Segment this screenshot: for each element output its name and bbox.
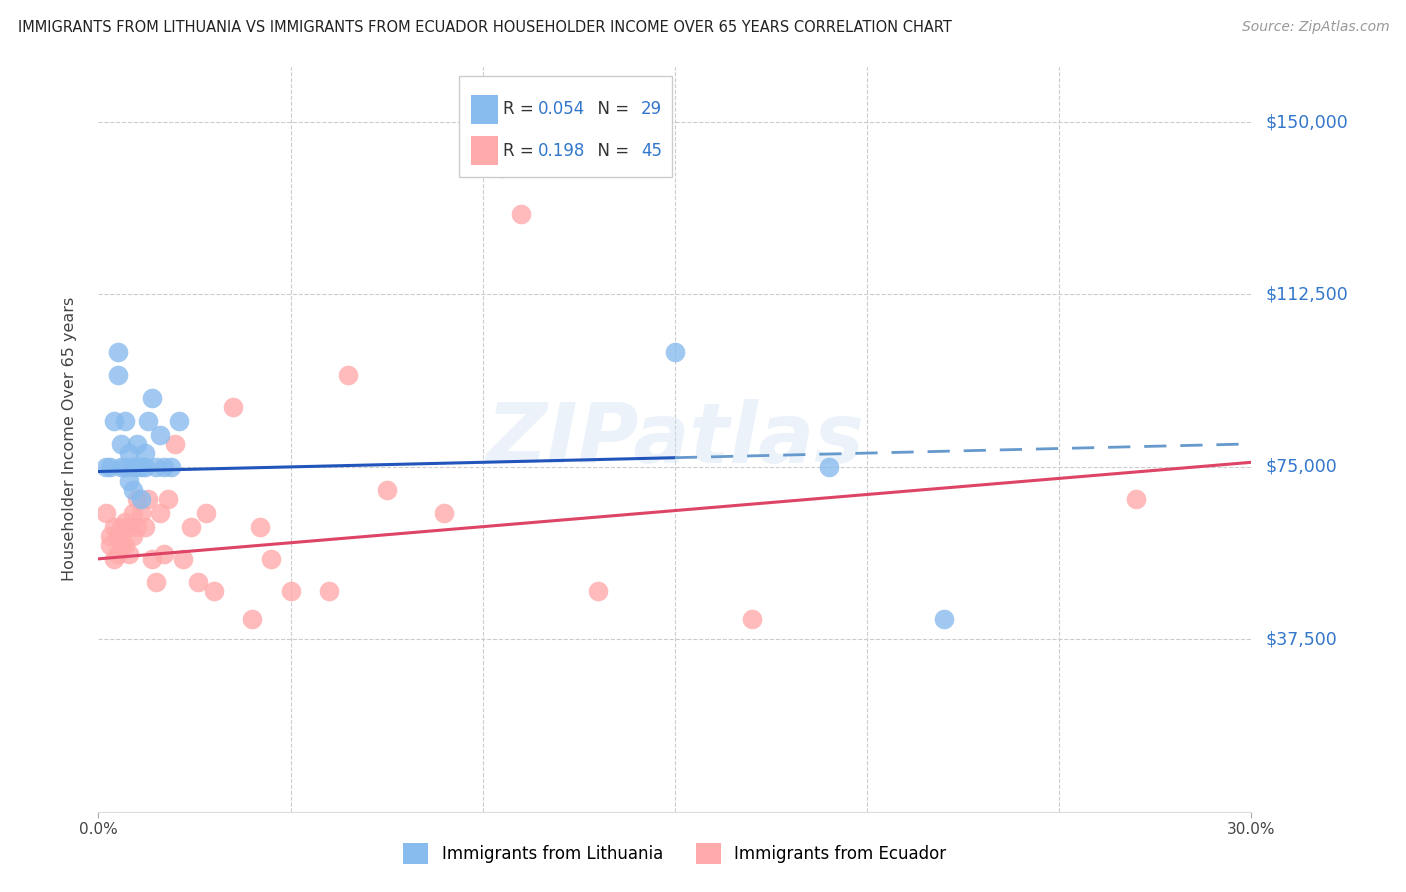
Text: 45: 45 <box>641 142 662 160</box>
Point <box>141 552 163 566</box>
Point <box>145 459 167 474</box>
Text: N =: N = <box>588 142 636 160</box>
Point <box>160 459 183 474</box>
Point <box>107 547 129 561</box>
Point <box>375 483 398 497</box>
Point <box>103 552 125 566</box>
Point <box>118 547 141 561</box>
Point <box>122 459 145 474</box>
Point <box>202 584 225 599</box>
Point <box>149 506 172 520</box>
Text: 0.054: 0.054 <box>538 100 585 118</box>
Point <box>586 584 609 599</box>
Text: ZIPatlas: ZIPatlas <box>486 399 863 480</box>
Text: $112,500: $112,500 <box>1265 285 1348 303</box>
Point <box>129 492 152 507</box>
Point <box>107 529 129 543</box>
Point <box>98 459 121 474</box>
Point <box>491 161 513 175</box>
Point <box>741 612 763 626</box>
Point <box>114 538 136 552</box>
Point <box>167 414 190 428</box>
Point <box>118 519 141 533</box>
Point <box>122 529 145 543</box>
Point <box>138 414 160 428</box>
Point <box>156 492 179 507</box>
Point <box>103 414 125 428</box>
Point <box>110 519 132 533</box>
Text: 0.198: 0.198 <box>538 142 586 160</box>
Point <box>195 506 218 520</box>
Point <box>94 459 117 474</box>
Point <box>122 483 145 497</box>
Point <box>1125 492 1147 507</box>
Point <box>125 459 148 474</box>
Point <box>134 446 156 460</box>
Point <box>152 459 174 474</box>
Point <box>222 400 245 414</box>
Text: R =: R = <box>503 100 538 118</box>
Text: Source: ZipAtlas.com: Source: ZipAtlas.com <box>1241 20 1389 34</box>
Point <box>180 519 202 533</box>
Text: R =: R = <box>503 142 538 160</box>
Point <box>114 414 136 428</box>
Point <box>240 612 263 626</box>
Legend: Immigrants from Lithuania, Immigrants from Ecuador: Immigrants from Lithuania, Immigrants fr… <box>396 837 953 871</box>
Point <box>114 459 136 474</box>
Point <box>433 506 456 520</box>
Point <box>145 574 167 589</box>
Point <box>98 538 121 552</box>
Point <box>94 506 117 520</box>
Point <box>249 519 271 533</box>
Point <box>138 492 160 507</box>
Point <box>932 612 955 626</box>
Point <box>125 492 148 507</box>
Point <box>817 459 839 474</box>
Point <box>125 519 148 533</box>
Point <box>165 437 187 451</box>
Point <box>118 446 141 460</box>
Point <box>152 547 174 561</box>
Point <box>280 584 302 599</box>
Point <box>110 459 132 474</box>
Point <box>129 459 152 474</box>
Point <box>98 529 121 543</box>
Point <box>141 391 163 405</box>
Text: $75,000: $75,000 <box>1265 458 1337 476</box>
Text: $150,000: $150,000 <box>1265 113 1348 131</box>
Point <box>118 474 141 488</box>
Point <box>172 552 194 566</box>
Point <box>129 506 152 520</box>
Text: IMMIGRANTS FROM LITHUANIA VS IMMIGRANTS FROM ECUADOR HOUSEHOLDER INCOME OVER 65 : IMMIGRANTS FROM LITHUANIA VS IMMIGRANTS … <box>18 20 952 35</box>
Point <box>337 368 360 382</box>
Point <box>134 519 156 533</box>
Point <box>103 519 125 533</box>
Point <box>318 584 340 599</box>
Y-axis label: Householder Income Over 65 years: Householder Income Over 65 years <box>62 297 77 582</box>
Text: $37,500: $37,500 <box>1265 631 1337 648</box>
Point <box>114 515 136 529</box>
Point <box>149 427 172 442</box>
Point <box>125 437 148 451</box>
Point <box>187 574 209 589</box>
Point <box>260 552 283 566</box>
Point <box>134 459 156 474</box>
Point <box>110 538 132 552</box>
Point <box>107 345 129 359</box>
Point <box>107 368 129 382</box>
Text: N =: N = <box>588 100 636 118</box>
Point <box>664 345 686 359</box>
Point <box>122 506 145 520</box>
Text: 29: 29 <box>641 100 662 118</box>
Point <box>110 437 132 451</box>
Point <box>510 207 533 221</box>
